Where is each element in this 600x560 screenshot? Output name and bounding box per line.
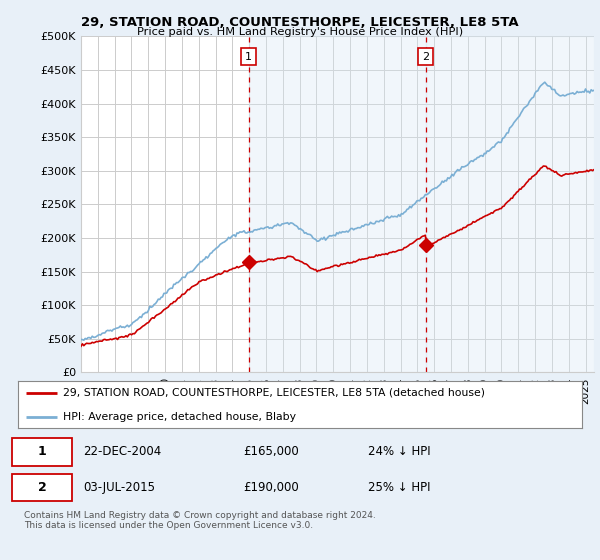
Text: Contains HM Land Registry data © Crown copyright and database right 2024.
This d: Contains HM Land Registry data © Crown c… bbox=[24, 511, 376, 530]
Text: 2: 2 bbox=[38, 480, 47, 494]
Text: 29, STATION ROAD, COUNTESTHORPE, LEICESTER, LE8 5TA (detached house): 29, STATION ROAD, COUNTESTHORPE, LEICEST… bbox=[63, 388, 485, 398]
Text: 29, STATION ROAD, COUNTESTHORPE, LEICESTER, LE8 5TA: 29, STATION ROAD, COUNTESTHORPE, LEICEST… bbox=[81, 16, 519, 29]
Text: 2: 2 bbox=[422, 52, 430, 62]
Bar bbox=[248, 36, 426, 372]
Text: £190,000: £190,000 bbox=[244, 480, 299, 494]
Text: 03-JUL-2015: 03-JUL-2015 bbox=[83, 480, 155, 494]
Bar bbox=[426, 36, 594, 372]
Text: 1: 1 bbox=[38, 445, 47, 459]
Text: 24% ↓ HPI: 24% ↓ HPI bbox=[368, 445, 430, 459]
FancyBboxPatch shape bbox=[13, 438, 71, 466]
Text: £165,000: £165,000 bbox=[244, 445, 299, 459]
Text: Price paid vs. HM Land Registry's House Price Index (HPI): Price paid vs. HM Land Registry's House … bbox=[137, 27, 463, 37]
Text: 22-DEC-2004: 22-DEC-2004 bbox=[83, 445, 161, 459]
Text: 1: 1 bbox=[245, 52, 252, 62]
Text: 25% ↓ HPI: 25% ↓ HPI bbox=[368, 480, 430, 494]
Text: HPI: Average price, detached house, Blaby: HPI: Average price, detached house, Blab… bbox=[63, 412, 296, 422]
FancyBboxPatch shape bbox=[13, 474, 71, 501]
